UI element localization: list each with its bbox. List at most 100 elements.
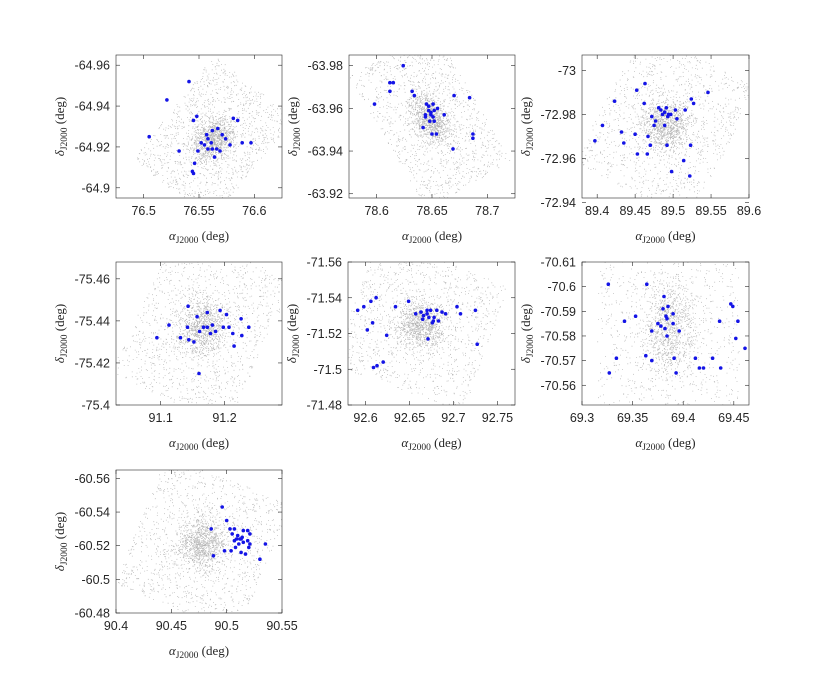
data-point <box>442 113 447 117</box>
data-point <box>209 141 213 145</box>
data-point <box>197 329 202 334</box>
data-point <box>691 101 696 106</box>
data-point <box>238 537 242 541</box>
field-stars <box>597 262 740 405</box>
data-point <box>656 106 661 110</box>
data-point <box>659 324 663 328</box>
data-point <box>646 134 650 139</box>
plot-area <box>117 262 282 405</box>
x-axis-label: αJ2000 (deg) <box>401 435 461 453</box>
x-tick-label: 92.65 <box>394 411 425 425</box>
data-point <box>471 132 475 136</box>
panel-6: 69.3 69.35 69.4 69.45 -70.61 -70.6 -70.59 -70.5… <box>518 256 750 454</box>
x-axis-label: αJ2000 (deg) <box>402 228 462 246</box>
panel-1: 76.5 76.55 76.6 -64.96 -64.94 -64.92 -64.9 αJ20… <box>52 54 283 246</box>
data-point <box>718 366 723 370</box>
data-point <box>677 329 681 333</box>
y-tick-label: -60.56 <box>75 472 110 486</box>
data-point <box>665 143 669 147</box>
data-point <box>432 119 437 123</box>
data-point <box>443 312 448 316</box>
data-point <box>195 314 199 319</box>
data-point <box>240 333 244 338</box>
data-point <box>434 132 439 136</box>
data-point <box>239 550 243 555</box>
data-point <box>235 118 240 123</box>
data-point <box>706 90 710 95</box>
data-point <box>656 321 660 326</box>
data-point <box>232 344 236 348</box>
data-point <box>235 533 240 538</box>
data-point <box>191 118 196 123</box>
data-point <box>455 304 459 309</box>
data-point <box>619 130 624 134</box>
data-point <box>606 282 611 287</box>
x-tick-label: 91.1 <box>149 411 173 425</box>
data-point <box>205 325 210 330</box>
data-point <box>734 336 738 341</box>
data-point <box>473 308 478 313</box>
data-point <box>731 304 735 309</box>
data-point <box>248 542 252 546</box>
x-tick-label: 91.2 <box>212 411 236 425</box>
data-point <box>241 528 246 533</box>
data-point <box>660 112 665 117</box>
data-point <box>612 99 617 103</box>
data-point <box>412 93 417 98</box>
member-stars <box>155 304 251 376</box>
data-point <box>206 137 210 141</box>
data-point <box>384 333 389 338</box>
member-stars <box>147 79 253 176</box>
data-point <box>218 149 222 153</box>
data-point <box>471 136 475 140</box>
y-tick-label: -70.61 <box>541 256 576 270</box>
data-point <box>423 115 428 119</box>
data-point <box>401 63 406 68</box>
data-point <box>167 323 171 327</box>
x-tick-label: 78.65 <box>416 204 447 218</box>
data-point <box>593 139 597 143</box>
data-point <box>688 174 692 178</box>
data-point <box>673 108 678 112</box>
y-tick-label: -73 <box>558 64 576 78</box>
data-point <box>662 110 667 114</box>
data-point <box>177 149 181 153</box>
data-point <box>258 557 262 561</box>
data-point <box>224 518 229 523</box>
data-point <box>650 114 654 119</box>
y-tick-label: -60.5 <box>82 573 111 587</box>
data-point <box>669 169 674 174</box>
panel-3: 89.4 89.45 89.5 89.55 89.6 -73 -72.98 -72.96 -72… <box>518 54 761 246</box>
y-tick-label: -75.46 <box>75 272 110 286</box>
data-point <box>185 325 190 330</box>
data-point <box>662 123 667 128</box>
data-point <box>717 319 722 324</box>
data-point <box>614 356 619 361</box>
data-point <box>689 97 694 101</box>
panel-4: 91.1 91.2 -75.46 -75.44 -75.42 -75.4 αJ2000 (d… <box>52 261 283 453</box>
data-point <box>659 108 663 112</box>
data-point <box>240 141 244 145</box>
data-point <box>372 102 377 106</box>
data-point <box>214 147 219 151</box>
data-point <box>227 325 231 330</box>
y-tick-label: -70.59 <box>541 305 576 319</box>
data-point <box>374 295 378 300</box>
data-point <box>701 366 706 370</box>
y-tick-label: -71.56 <box>307 256 342 270</box>
y-tick-label: -71.52 <box>307 327 342 341</box>
data-point <box>178 335 183 340</box>
field-stars <box>350 55 511 198</box>
x-tick-label: 69.3 <box>570 411 594 425</box>
data-point <box>662 294 666 299</box>
y-axis-label: δJ2000 (deg) <box>52 304 70 363</box>
y-tick-label: -64.94 <box>75 100 110 114</box>
data-point <box>633 314 638 319</box>
data-point <box>683 108 687 112</box>
data-point <box>388 80 392 85</box>
data-point <box>391 80 396 85</box>
data-point <box>435 308 439 313</box>
data-point <box>664 314 668 319</box>
data-point <box>729 302 733 306</box>
data-point <box>231 116 236 121</box>
